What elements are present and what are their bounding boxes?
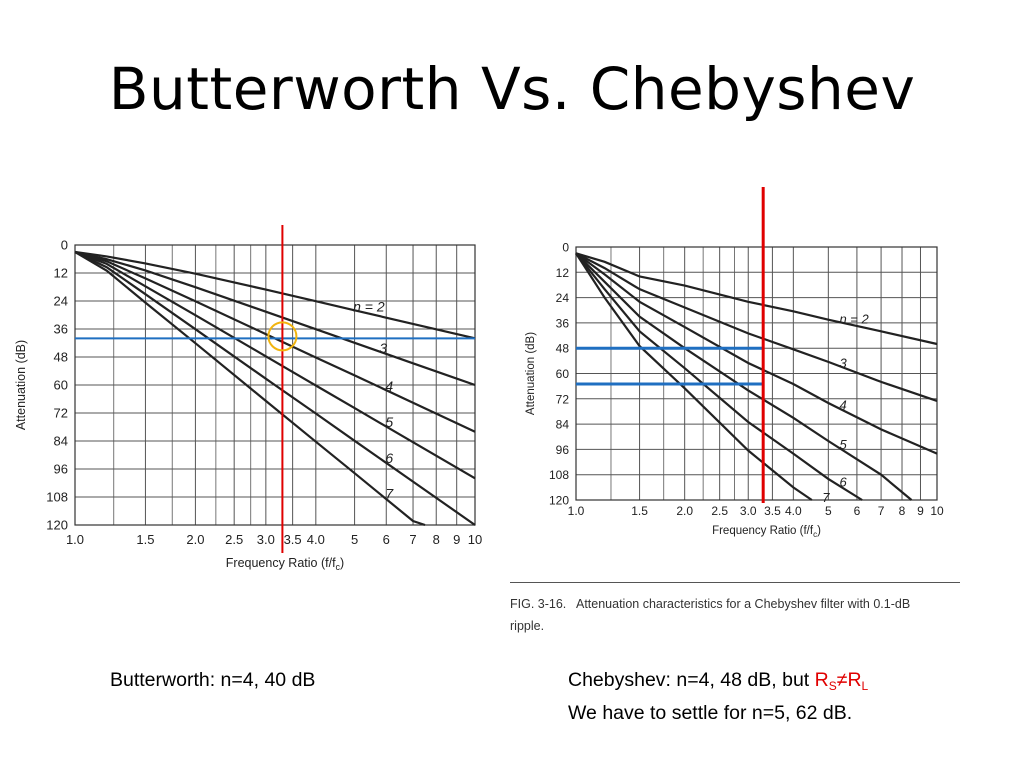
x-tick-label: 1.5	[136, 532, 154, 547]
y-tick-label: 36	[54, 322, 68, 337]
series-line	[575, 252, 938, 402]
y-tick-label: 108	[46, 490, 68, 505]
x-tick-label: 3.5	[284, 532, 302, 547]
y-tick-label: 24	[54, 294, 68, 309]
chebyshev-note-line-1: Chebyshev: n=4, 48 dB, but RS≠RL	[568, 667, 868, 700]
y-tick-label: 84	[54, 434, 68, 449]
grid	[74, 244, 476, 526]
x-axis-label: Frequency Ratio (f/fc)	[226, 556, 344, 572]
series-label: n = 2	[353, 299, 385, 315]
y-tick-label: 72	[54, 406, 68, 421]
y-tick-label: 108	[549, 468, 569, 482]
series-label: 6	[385, 450, 393, 466]
x-tick-label: 5	[351, 532, 358, 547]
y-tick-label: 72	[556, 392, 570, 406]
figure-caption: FIG. 3-16. Attenuation characteristics f…	[510, 593, 970, 637]
x-tick-label: 10	[468, 532, 482, 547]
y-tick-label: 12	[54, 266, 68, 281]
series-label: 4	[839, 398, 846, 413]
x-tick-label: 8	[433, 532, 440, 547]
chebyshev-note-line-2: We have to settle for n=5, 62 dB.	[568, 702, 853, 724]
plot-border	[74, 244, 476, 526]
butterworth-note: Butterworth: n=4, 40 dB	[110, 669, 316, 691]
x-tick-label: 4.0	[307, 532, 325, 547]
y-axis-label: Attenuation (dB)	[14, 340, 28, 430]
y-tick-label: 48	[54, 350, 68, 365]
y-tick-label: 0	[61, 238, 68, 253]
series-line	[575, 252, 938, 455]
x-tick-label: 1.0	[568, 504, 585, 518]
x-tick-label: 4.0	[785, 504, 802, 518]
x-tick-label: 8	[899, 504, 906, 518]
x-tick-label: 7	[878, 504, 885, 518]
x-tick-label: 9	[917, 504, 924, 518]
x-tick-label: 5	[825, 504, 832, 518]
x-tick-label: 1.5	[631, 504, 648, 518]
series-label: 5	[839, 437, 847, 452]
rs-symbol: R	[814, 669, 829, 691]
highlight-circle	[267, 321, 298, 352]
x-tick-label: 3.5	[764, 504, 781, 518]
series-label: 7	[822, 490, 830, 505]
y-tick-label: 36	[556, 316, 570, 330]
x-tick-label: 7	[409, 532, 416, 547]
plot-border	[575, 246, 938, 501]
y-axis-label: Attenuation (dB)	[525, 332, 537, 415]
rl-subscript: L	[861, 679, 869, 693]
y-tick-label: 60	[556, 367, 570, 381]
series-line	[575, 252, 863, 501]
x-axis-label: Frequency Ratio (f/fc)	[712, 525, 821, 539]
caption-rule	[510, 582, 960, 583]
series-line	[74, 250, 476, 387]
series-label: 4	[385, 378, 393, 394]
grid	[575, 246, 938, 501]
y-tick-label: 120	[46, 518, 68, 533]
series-line	[575, 252, 813, 501]
series-label: n = 2	[839, 312, 869, 327]
y-tick-label: 12	[556, 266, 570, 280]
rs-subscript: S	[828, 679, 837, 693]
x-tick-label: 6	[383, 532, 390, 547]
x-tick-label: 6	[854, 504, 861, 518]
y-tick-label: 84	[556, 418, 570, 432]
series-line	[575, 252, 913, 501]
y-tick-label: 48	[556, 342, 570, 356]
chebyshev-note: Chebyshev: n=4, 48 dB, but RS≠RL We have…	[568, 667, 868, 727]
series-label: 3	[839, 355, 847, 370]
y-tick-label: 96	[54, 462, 68, 477]
series-label: 5	[385, 414, 393, 430]
y-tick-label: 0	[562, 241, 569, 255]
slide-title: Butterworth Vs. Chebyshev	[108, 55, 916, 123]
series-label: 3	[379, 340, 387, 356]
y-tick-label: 120	[549, 494, 569, 508]
x-tick-label: 3.0	[740, 504, 757, 518]
x-tick-label: 1.0	[66, 532, 84, 547]
figure-caption-line-1: FIG. 3-16. Attenuation characteristics f…	[510, 597, 911, 611]
x-tick-label: 3.0	[257, 532, 275, 547]
x-tick-label: 10	[930, 504, 944, 518]
x-tick-label: 2.0	[186, 532, 204, 547]
series-line	[74, 250, 476, 340]
chebyshev-note-prefix: Chebyshev: n=4, 48 dB, but	[568, 669, 815, 691]
series-line	[74, 251, 476, 526]
series-label: 7	[385, 486, 394, 502]
y-tick-label: 60	[54, 378, 68, 393]
series-line	[74, 250, 476, 480]
series-line	[74, 250, 476, 433]
series-line	[74, 251, 426, 527]
y-tick-label: 96	[556, 443, 570, 457]
figure-caption-line-2: ripple.	[510, 619, 545, 633]
rl-symbol: R	[847, 669, 862, 691]
x-tick-label: 2.5	[225, 532, 243, 547]
series-label: 6	[839, 475, 847, 490]
x-tick-label: 9	[453, 532, 460, 547]
x-tick-label: 2.0	[676, 504, 693, 518]
not-equal-symbol: ≠	[836, 669, 848, 691]
series-line	[575, 252, 938, 346]
x-tick-label: 2.5	[711, 504, 728, 518]
y-tick-label: 24	[556, 291, 570, 305]
